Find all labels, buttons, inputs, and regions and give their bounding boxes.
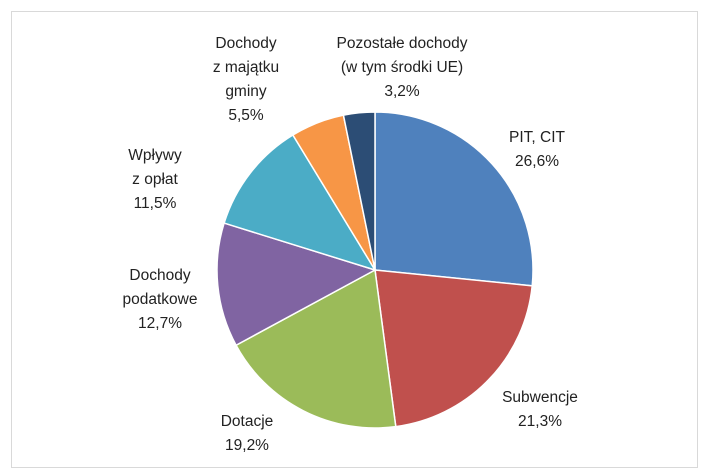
category-label: Dochody podatkowe (122, 267, 198, 308)
slice-label: Dotacje 19,2% (221, 410, 274, 458)
slice-label: PIT, CIT 26,6% (509, 126, 565, 174)
value-label: 26,6% (515, 153, 559, 170)
category-label: PIT, CIT (509, 129, 565, 146)
pie-slice (342, 111, 376, 271)
category-label: Wpływy z opłat (128, 147, 182, 188)
slice-label: Wpływy z opłat 11,5% (128, 144, 181, 216)
pie-slice (235, 268, 397, 429)
value-label: 5,5% (228, 107, 264, 124)
value-label: 12,7% (138, 315, 182, 332)
category-label: Subwencje (502, 389, 578, 406)
category-label: Dochody z majątku gminy (212, 35, 280, 100)
slice-label: Pozostałe dochody (w tym środki UE) 3,2% (337, 32, 468, 104)
pie-slice (374, 111, 534, 287)
category-label: Pozostałe dochody (w tym środki UE) (336, 35, 468, 76)
slice-label: Dochody podatkowe 12,7% (123, 264, 198, 336)
pie-slice (374, 269, 534, 428)
value-label: 21,3% (518, 413, 562, 430)
slice-label: Dochody z majątku gminy 5,5% (213, 32, 279, 128)
category-label: Dotacje (220, 413, 274, 430)
value-label: 19,2% (225, 437, 269, 454)
pie-slice (216, 222, 377, 347)
value-label: 3,2% (384, 83, 420, 100)
pie-slice (223, 133, 377, 272)
slice-label: Subwencje 21,3% (502, 386, 578, 434)
value-label: 11,5% (133, 195, 177, 212)
